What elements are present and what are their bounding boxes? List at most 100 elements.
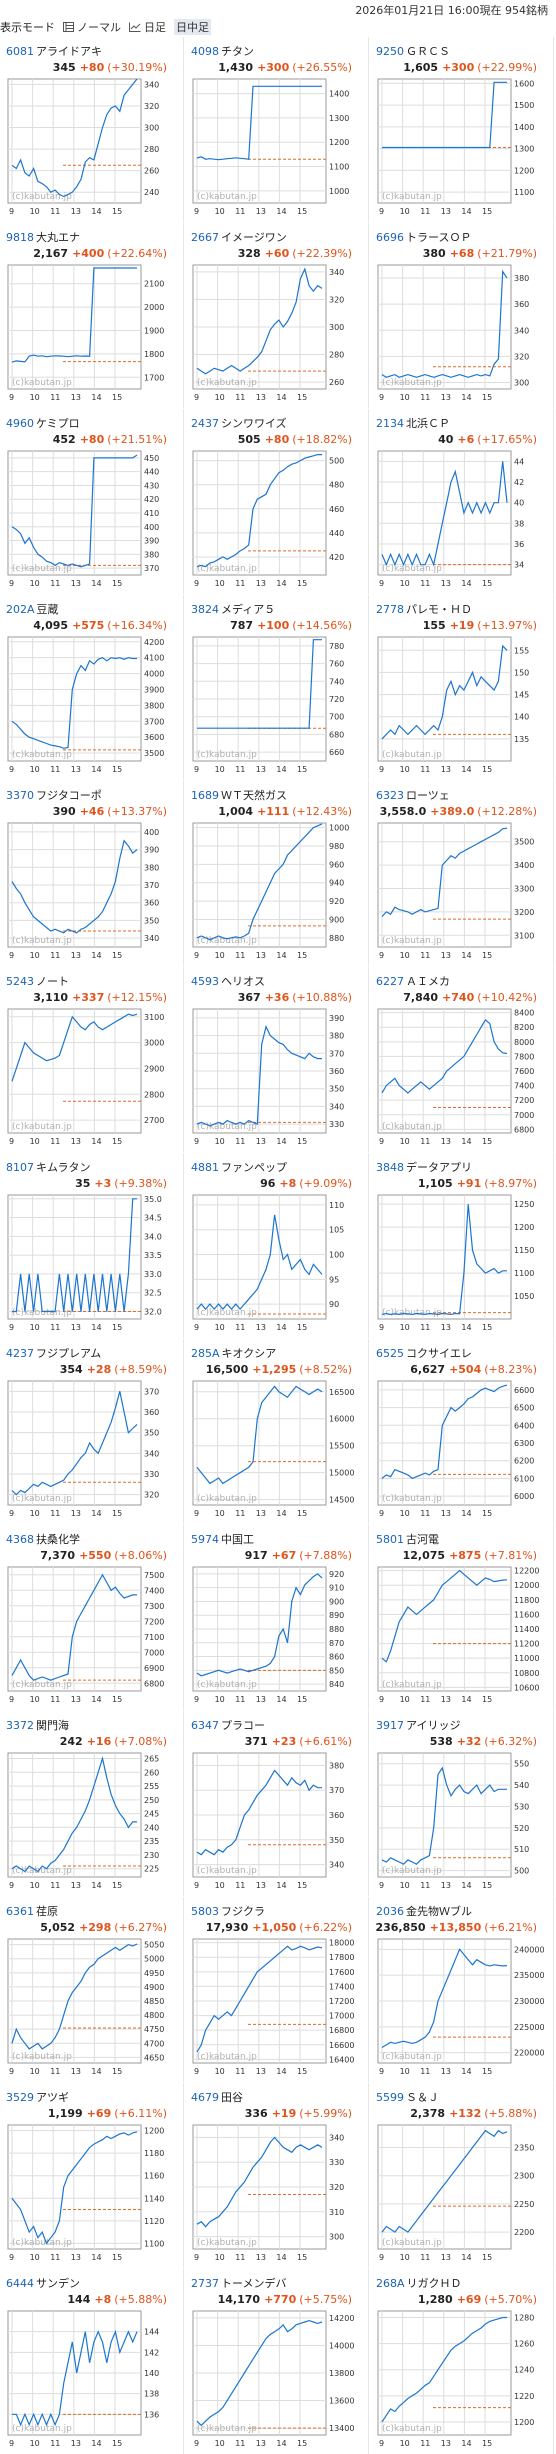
stock-card[interactable]: 5801 古河電 12,075 +875 (+7.81%) 9 10 11 13 14 15 1220… <box>370 1525 554 1710</box>
intraday-chart[interactable]: 9 10 11 13 14 15 240000 235000 230000 225000 22000… <box>376 1938 552 2078</box>
stock-name[interactable]: トーメンデバ <box>221 2277 287 2290</box>
stock-code-link[interactable]: 3848 <box>376 1161 404 1174</box>
intraday-chart[interactable]: 9 10 11 13 14 15920910900890880870860850840(c… <box>191 1566 367 1706</box>
stock-card[interactable]: 2778 パレモ・ＨＤ 155 +19 (+13.97%) 9 10 11 13 14 15 155 1… <box>370 595 554 780</box>
stock-code-link[interactable]: 4960 <box>6 417 34 430</box>
stock-code-link[interactable]: 4593 <box>191 975 219 988</box>
stock-name[interactable]: データアプリ <box>406 1161 472 1174</box>
stock-name[interactable]: 関門海 <box>36 1719 69 1732</box>
stock-card[interactable]: 6347 プラコー 371 +23 (+6.61%) 9 10 11 13 14 15 380 370 3… <box>185 1711 369 1896</box>
stock-code-link[interactable]: 5801 <box>376 1533 404 1546</box>
stock-code-link[interactable]: 2667 <box>191 231 219 244</box>
stock-name[interactable]: ケミプロ <box>36 417 80 430</box>
intraday-chart[interactable]: 9 10 11 13 14 15 390 380 370 360 350 340 330 (c)kabut… <box>191 1008 367 1148</box>
stock-card[interactable]: 6696 トラースＯＰ 380 +68 (+21.79%) 9 10 11 13 14 15 380 3… <box>370 223 554 408</box>
stock-card[interactable]: 4593 ヘリオス 367 +36 (+10.88%) 9 10 11 13 14 15 390 380… <box>185 967 369 1152</box>
mode-intraday-button[interactable]: 日中足 <box>174 19 211 35</box>
intraday-chart[interactable]: 9 10 11 13 14 15 1000 980 960 940 920 900 880 (c)kabu… <box>191 822 367 962</box>
stock-code-link[interactable]: 4881 <box>191 1161 219 1174</box>
stock-name[interactable]: ローツェ <box>406 789 450 802</box>
stock-code-link[interactable]: 4679 <box>191 2091 219 2104</box>
intraday-chart[interactable]: 9 10 11 13 14 15 1400 1300 1200 1100 1000 (c)kabuta… <box>191 78 367 218</box>
stock-card[interactable]: 8107 キムラタン 35 +3 (+9.38%) 9 10 11 13 14 15 35.0 34.5… <box>0 1153 184 1338</box>
intraday-chart[interactable]: 9 10 11 13 14 15 340 320 300 280 260 240 (c)kabutan.… <box>6 78 182 218</box>
stock-card[interactable]: 2036 金先物Ｗブル 236,850 +13,850 (+6.21%) 9 10 11 13 1… <box>370 1897 554 2082</box>
stock-name[interactable]: 荏原 <box>36 1905 58 1918</box>
stock-name[interactable]: Ｓ＆Ｊ <box>406 2091 439 2104</box>
stock-name[interactable]: 大丸エナ <box>36 231 80 244</box>
stock-code-link[interactable]: 3372 <box>6 1719 34 1732</box>
stock-code-link[interactable]: 6081 <box>6 45 34 58</box>
stock-code-link[interactable]: 2437 <box>191 417 219 430</box>
stock-code-link[interactable]: 5243 <box>6 975 34 988</box>
stock-code-link[interactable]: 2134 <box>376 417 404 430</box>
intraday-chart[interactable]: 9 10 11 13 14 15 400 390 380 370 360 350 340 (c)kabut… <box>6 822 182 962</box>
stock-code-link[interactable]: 9818 <box>6 231 34 244</box>
stock-code-link[interactable]: 4098 <box>191 45 219 58</box>
mode-normal-button[interactable]: ノーマル <box>63 19 121 35</box>
stock-name[interactable]: 古河電 <box>406 1533 439 1546</box>
stock-card[interactable]: 5243 ノート 3,110 +337 (+12.15%) 9 10 11 13 14 15 3100… <box>0 967 184 1152</box>
stock-code-link[interactable]: 5803 <box>191 1905 219 1918</box>
stock-code-link[interactable]: 5974 <box>191 1533 219 1546</box>
stock-name[interactable]: メディア５ <box>221 603 276 616</box>
stock-name[interactable]: ヘリオス <box>221 975 265 988</box>
stock-code-link[interactable]: 202A <box>6 603 35 616</box>
intraday-chart[interactable]: 9 10 11 13 14 15 110 105 100 95 90 (c)kabutan.jp <box>191 1194 367 1334</box>
intraday-chart[interactable]: 9 10 11 13 14 15 18000 17800 17600 17400 17200 1700… <box>191 1938 367 2078</box>
stock-card[interactable]: 202A 豆蔵 4,095 +575 (+16.34%) 9 10 11 13 14 15 4200 4… <box>0 595 184 780</box>
stock-code-link[interactable]: 3917 <box>376 1719 404 1732</box>
intraday-chart[interactable]: 9 10 11 13 14 15 5050 5000 4950 4900 4850 4800 4750 4… <box>6 1938 182 2078</box>
intraday-chart[interactable]: 9 10 11 13 14 15 16500 16000 15500 15000 14500 (c)k… <box>191 1380 367 1520</box>
stock-card[interactable]: 6444 サンデン 144 +8 (+5.88%) 9 10 11 13 14 15 144 142 14… <box>0 2269 184 2454</box>
stock-code-link[interactable]: 4237 <box>6 1347 34 1360</box>
intraday-chart[interactable]: 9 10 11 13 14 15 3100 3000 2900 2800 2700 (c)kabuta… <box>6 1008 182 1148</box>
stock-code-link[interactable]: 3370 <box>6 789 34 802</box>
intraday-chart[interactable]: 9 10 11 13 14 15 2350 2300 2250 2200 (c)kabutan.jp <box>376 2124 552 2264</box>
stock-card[interactable]: 3529 アツギ 1,199 +69 (+6.11%) 9 10 11 13 14 15 1200 11… <box>0 2083 184 2268</box>
stock-name[interactable]: イメージワン <box>221 231 287 244</box>
stock-code-link[interactable]: 1689 <box>191 789 219 802</box>
stock-name[interactable]: ＧＲＣＳ <box>406 45 450 58</box>
stock-card[interactable]: 1689 ＷＴ天然ガス 1,004 +111 (+12.43%) 9 10 11 13 14 15 1… <box>185 781 369 966</box>
stock-code-link[interactable]: 2778 <box>376 603 404 616</box>
stock-code-link[interactable]: 2036 <box>376 1905 404 1918</box>
intraday-chart[interactable]: 9 10 11 13 14 15 370 360 350 340 330 320 (c)kabutan.… <box>6 1380 182 1520</box>
stock-card[interactable]: 268A リガクＨＤ 1,280 +69 (+5.70%) 9 10 11 13 14 15 1280… <box>370 2269 554 2454</box>
intraday-chart[interactable]: 9 10 11 13 14 15 144 142 140 138 136 (c)kabutan.jp <box>6 2310 182 2450</box>
intraday-chart[interactable]: 9 10 11 13 14 15 7500 7400 7300 7200 7100 7000 6900 6… <box>6 1566 182 1706</box>
stock-card[interactable]: 4881 ファンペップ 96 +8 (+9.09%) 9 10 11 13 14 15 110 105 1… <box>185 1153 369 1338</box>
intraday-chart[interactable]: 9 10 11 13 14 15 8400 8200 8000 7800 7600 7400 7200 7… <box>376 1008 552 1148</box>
stock-code-link[interactable]: 6696 <box>376 231 404 244</box>
intraday-chart[interactable]: 9 10 11 13 14 15 1280 1260 1240 1220 1200 (c)kabuta… <box>376 2310 552 2450</box>
stock-name[interactable]: 田谷 <box>221 2091 243 2104</box>
stock-code-link[interactable]: 6323 <box>376 789 404 802</box>
stock-code-link[interactable]: 6227 <box>376 975 404 988</box>
intraday-chart[interactable]: 9 10 11 13 14 15 380 360 340 320 300 (c)kabutan.jp <box>376 264 552 404</box>
stock-card[interactable]: 2737 トーメンデバ 14,170 +770 (+5.75%) 9 10 11 13 14 15 1… <box>185 2269 369 2454</box>
intraday-chart[interactable]: 9 10 11 13 14 15 1250 1200 1150 1100 1050 (c)kabuta… <box>376 1194 552 1334</box>
stock-name[interactable]: ＷＴ天然ガス <box>221 789 287 802</box>
intraday-chart[interactable]: 9 10 11 13 14 15 550 540 530 520 510 500 (c)kabutan.… <box>376 1752 552 1892</box>
stock-name[interactable]: フジクラ <box>221 1905 265 1918</box>
stock-name[interactable]: トラースＯＰ <box>406 231 472 244</box>
stock-card[interactable]: 9818 大丸エナ 2,167 +400 (+22.64%) 9 10 11 13 14 15 210… <box>0 223 184 408</box>
stock-card[interactable]: 6361 荏原 5,052 +298 (+6.27%) 9 10 11 13 14 15 5050 50… <box>0 1897 184 2082</box>
stock-card[interactable]: 6323 ローツェ 3,558.0 +389.0 (+12.28%) 9 10 11 13 14 1… <box>370 781 554 966</box>
stock-name[interactable]: チタン <box>221 45 254 58</box>
stock-card[interactable]: 5803 フジクラ 17,930 +1,050 (+6.22%) 9 10 11 13 14 15 1… <box>185 1897 369 2082</box>
stock-code-link[interactable]: 2737 <box>191 2277 219 2290</box>
stock-code-link[interactable]: 6347 <box>191 1719 219 1732</box>
stock-card[interactable]: 4368 扶桑化学 7,370 +550 (+8.06%) 9 10 11 13 14 15 7500… <box>0 1525 184 1710</box>
stock-card[interactable]: 2667 イメージワン 328 +60 (+22.39%) 9 10 11 13 14 15 340 3… <box>185 223 369 408</box>
intraday-chart[interactable]: 9 10 11 13 14 15 450 440 430 420 410 400 390 380 370 (c… <box>6 450 182 590</box>
stock-card[interactable]: 4098 チタン 1,430 +300 (+26.55%) 9 10 11 13 14 15 1400… <box>185 37 369 222</box>
stock-name[interactable]: プラコー <box>221 1719 265 1732</box>
intraday-chart[interactable]: 9 10 11 13 14 15 500 480 460 440 420 (c)kabutan.jp <box>191 450 367 590</box>
stock-code-link[interactable]: 6361 <box>6 1905 34 1918</box>
stock-name[interactable]: パレモ・ＨＤ <box>406 603 472 616</box>
intraday-chart[interactable]: 9 10 11 13 14 15 35.0 34.5 34.0 33.5 33.0 32.5 32.0 (… <box>6 1194 182 1334</box>
stock-code-link[interactable]: 3529 <box>6 2091 34 2104</box>
stock-card[interactable]: 4237 フジプレアム 354 +28 (+8.59%) 9 10 11 13 14 15 370 36… <box>0 1339 184 1524</box>
stock-name[interactable]: 豆蔵 <box>36 603 59 616</box>
